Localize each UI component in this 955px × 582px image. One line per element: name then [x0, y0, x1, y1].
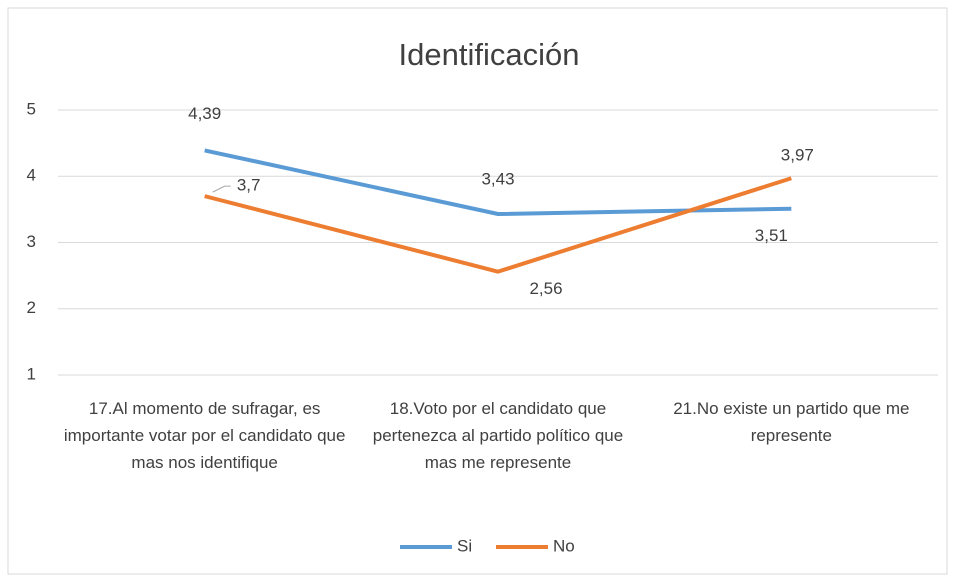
data-label: 3,7	[237, 176, 261, 195]
data-label: 3,97	[781, 146, 814, 165]
data-label: 3,51	[755, 226, 788, 245]
y-tick-label: 3	[27, 232, 36, 251]
legend-label: No	[553, 536, 575, 555]
y-tick-label: 5	[27, 99, 36, 118]
x-tick-label: 18.Voto por el candidato que pertenezca …	[372, 399, 624, 472]
legend-label: Si	[457, 536, 472, 555]
leader-line	[212, 185, 231, 193]
data-label: 4,39	[188, 104, 221, 123]
series-line	[204, 176, 792, 274]
y-tick-label: 4	[27, 166, 36, 185]
chart-border	[7, 7, 948, 575]
y-tick-label: 1	[27, 364, 36, 383]
data-label: 2,56	[529, 279, 562, 298]
x-tick-label: 21.No existe un partido que me represent…	[673, 399, 910, 445]
data-label: 3,43	[481, 169, 514, 188]
y-tick-label: 2	[27, 298, 36, 317]
x-tick-label: 17.Al momento de sufragar, es importante…	[63, 399, 346, 472]
chart-title: Identificación	[399, 37, 580, 72]
